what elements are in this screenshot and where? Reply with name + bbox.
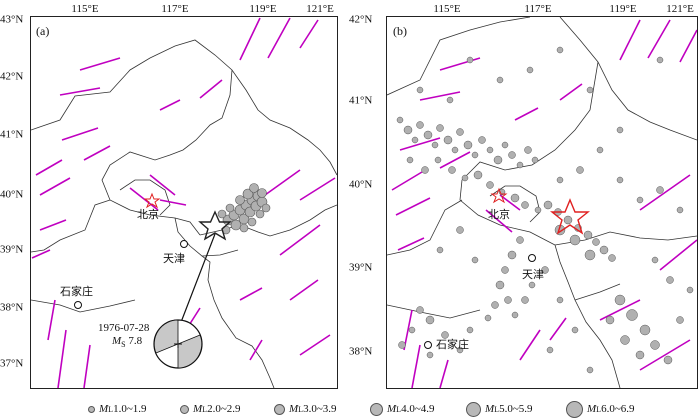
legend-item: M L 6.0~6.9 [566, 398, 635, 420]
mainshock-star-b [550, 198, 590, 235]
panel-a-lat-tick: 38°N [0, 301, 24, 314]
fault-lines [31, 17, 336, 388]
panel-b-label: (b) [393, 24, 407, 38]
tianjin-marker [528, 254, 536, 262]
legend-item: M L 3.0~3.9 [274, 398, 337, 420]
panel-a-lat-tick: 42°N [0, 70, 24, 83]
magnitude-legend: M L 1.0~1.9 M L 2.0~2.9 M L 3.0~3.9 M L 4.0~4.9 … [0, 398, 700, 420]
legend-symbol [88, 405, 95, 413]
legend-symbol [274, 403, 285, 415]
city-label-beijing: 北京 [488, 208, 510, 221]
panel-a-lon-tick: 119°E [249, 3, 277, 15]
panel-b-geography [387, 17, 697, 388]
mainshock-date: 1976-07-28 [98, 322, 150, 334]
shijiazhuang-marker [74, 301, 82, 309]
panel-a-lon-tick: 115°E [71, 3, 99, 15]
city-label-tianjin: 天津 [163, 252, 185, 265]
focal-mechanism [153, 319, 203, 369]
panel-b-lat-tick: 38°N [349, 345, 373, 358]
panel-a-lon-tick: 117°E [161, 3, 189, 15]
legend-symbol [566, 400, 583, 418]
legend-item: M L 1.0~1.9 [88, 398, 147, 420]
beijing-star-b [490, 187, 508, 204]
province-boundary [31, 39, 337, 388]
panel-a-lat-tick: 43°N [0, 13, 24, 26]
legend-item: M L 2.0~2.9 [180, 398, 241, 420]
panel-b-lon-tick: 115°E [433, 3, 461, 15]
panel-a-lon-tick: 121°E [306, 3, 334, 15]
mainshock-leader-line [177, 233, 216, 331]
panel-b-lat-tick: 39°N [349, 261, 373, 274]
legend-item: M L 5.0~5.9 [466, 398, 533, 420]
fault-lines [391, 19, 697, 388]
city-label-shijiazhuang: 石家庄 [436, 338, 469, 351]
shijiazhuang-marker [424, 341, 432, 349]
panel-a-lat-tick: 41°N [0, 128, 24, 141]
mainshock-magnitude: MS 7.8 [112, 334, 143, 349]
city-label-beijing: 北京 [137, 208, 159, 221]
panel-a-geography [31, 17, 337, 388]
legend-symbol [370, 402, 383, 416]
panel-b-lat-tick: 40°N [349, 178, 373, 191]
legend-symbol [180, 404, 189, 414]
province-boundary [387, 17, 697, 388]
panel-a-label: (a) [36, 24, 50, 38]
beijing-star-a [143, 192, 161, 209]
panel-b-lon-tick: 121°E [666, 3, 694, 15]
legend-item: M L 4.0~4.9 [370, 398, 435, 420]
panel-b-lat-tick: 41°N [349, 94, 373, 107]
mainshock-annotation: 1976-07-28 MS 7.8 [98, 322, 149, 349]
panel-b-lon-tick: 117°E [524, 3, 552, 15]
panel-b-lat-tick: 42°N [349, 13, 373, 26]
legend-symbol [466, 401, 481, 417]
panel-a-lat-tick: 37°N [0, 357, 24, 370]
panel-b-lon-tick: 119°E [609, 3, 637, 15]
mainshock-star-a [198, 210, 232, 241]
tianjin-marker [180, 240, 188, 248]
city-label-tianjin: 天津 [522, 268, 544, 281]
city-label-shijiazhuang: 石家庄 [60, 285, 93, 298]
panel-a-lat-tick: 39°N [0, 243, 24, 256]
panel-a-lat-tick: 40°N [0, 188, 24, 201]
seismicity-events [396, 46, 694, 374]
